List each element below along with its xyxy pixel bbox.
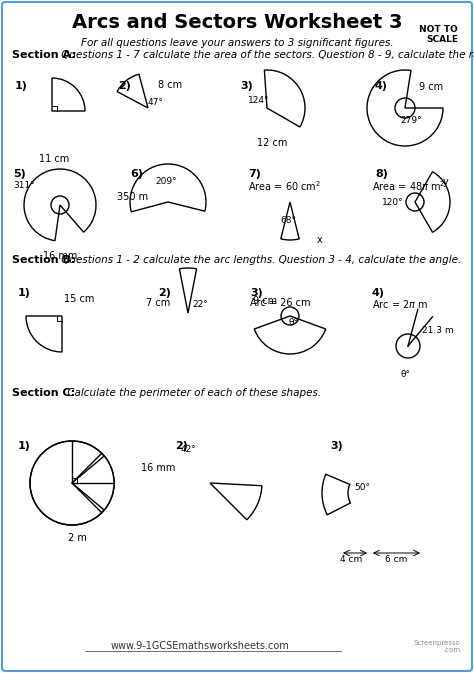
Text: 42°: 42° (180, 445, 196, 454)
Text: Section B:: Section B: (12, 255, 75, 265)
Text: Questions 1 - 2 calculate the arc lengths. Question 3 - 4, calculate the angle.: Questions 1 - 2 calculate the arc length… (58, 255, 461, 265)
Text: 6): 6) (130, 169, 143, 179)
Text: 3): 3) (330, 441, 343, 451)
Text: 2): 2) (175, 441, 188, 451)
Text: NOT TO
SCALE: NOT TO SCALE (419, 25, 458, 44)
Text: 15 cm: 15 cm (64, 294, 94, 304)
Text: 50°: 50° (354, 483, 370, 492)
Text: 16 mm: 16 mm (43, 251, 77, 261)
Text: Section C:: Section C: (12, 388, 75, 398)
Wedge shape (72, 456, 114, 510)
Text: For all questions leave your answers to 3 significant figures.: For all questions leave your answers to … (81, 38, 393, 48)
Text: x: x (317, 235, 323, 245)
Text: 3): 3) (250, 288, 263, 298)
Text: 7 cm: 7 cm (146, 298, 170, 308)
Text: 124°: 124° (248, 96, 270, 105)
Text: 120°: 120° (382, 198, 404, 207)
Text: 311°: 311° (13, 181, 35, 190)
Text: 47°: 47° (148, 98, 164, 107)
Text: 1): 1) (18, 441, 31, 451)
Text: 7): 7) (248, 169, 261, 179)
Text: Section A:: Section A: (12, 50, 76, 60)
Text: 12 cm: 12 cm (257, 138, 287, 148)
Text: θ°: θ° (401, 370, 411, 379)
Wedge shape (72, 453, 115, 513)
Text: 209°: 209° (155, 177, 177, 186)
Text: 5): 5) (13, 169, 26, 179)
Text: 350 m: 350 m (118, 192, 148, 202)
Text: Area = 48$\pi$ m$^2$: Area = 48$\pi$ m$^2$ (372, 179, 446, 192)
Text: 2): 2) (158, 288, 171, 298)
Text: 16 mm: 16 mm (141, 463, 175, 473)
Text: 4): 4) (372, 288, 385, 298)
Text: θ°: θ° (289, 318, 299, 327)
Text: 3): 3) (240, 81, 253, 91)
Text: 11 cm: 11 cm (39, 154, 69, 164)
Text: 9 cm: 9 cm (253, 296, 277, 306)
Text: Screenpresso
.com: Screenpresso .com (413, 640, 460, 653)
Text: 4): 4) (375, 81, 388, 91)
Text: 68°: 68° (280, 216, 296, 225)
Text: 1): 1) (18, 288, 31, 298)
Text: y: y (443, 177, 449, 187)
Text: 1): 1) (15, 81, 28, 91)
Text: 9 cm: 9 cm (419, 82, 443, 92)
Text: 4 cm: 4 cm (340, 555, 362, 564)
Text: 8 cm: 8 cm (158, 80, 182, 90)
Text: 2): 2) (118, 81, 131, 91)
Text: www.9-1GCSEmathsworksheets.com: www.9-1GCSEmathsworksheets.com (110, 641, 289, 651)
Text: Calculate the perimeter of each of these shapes.: Calculate the perimeter of each of these… (64, 388, 321, 398)
Text: Questions 1 - 7 calculate the area of the sectors. Question 8 - 9, calculate the: Questions 1 - 7 calculate the area of th… (58, 50, 474, 60)
Text: Area = 60 cm$^2$: Area = 60 cm$^2$ (248, 179, 321, 192)
Text: 6 cm: 6 cm (385, 555, 407, 564)
Text: 22°: 22° (192, 300, 208, 309)
Text: 21.3 m: 21.3 m (422, 326, 454, 335)
Text: Arcs and Sectors Worksheet 3: Arcs and Sectors Worksheet 3 (72, 13, 402, 32)
Text: 2 m: 2 m (68, 533, 86, 543)
Text: Arc = 2$\pi$ m: Arc = 2$\pi$ m (372, 298, 428, 310)
Text: 279°: 279° (400, 116, 422, 125)
Text: 8): 8) (375, 169, 388, 179)
Text: Arc = 26 cm: Arc = 26 cm (250, 298, 310, 308)
